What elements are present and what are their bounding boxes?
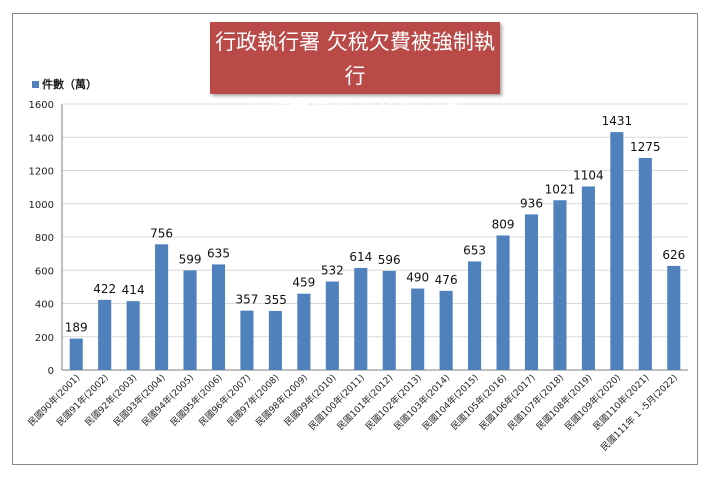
bar <box>126 301 140 370</box>
data-label: 357 <box>236 293 259 307</box>
y-tick-label: 1000 <box>29 200 54 211</box>
data-label: 1104 <box>573 168 604 182</box>
data-label: 1021 <box>545 182 576 196</box>
bar <box>411 288 425 370</box>
data-label: 1275 <box>630 140 661 154</box>
data-label: 414 <box>122 283 145 297</box>
x-tick-label: 民國91年(2002) <box>54 372 111 429</box>
data-label: 596 <box>378 253 401 267</box>
data-label: 635 <box>207 246 230 260</box>
y-tick-label: 0 <box>48 366 54 377</box>
x-tick-label: 民國95年(2006) <box>168 372 225 429</box>
data-label: 626 <box>662 248 685 262</box>
bar <box>155 244 169 370</box>
bar <box>638 158 652 370</box>
x-tick-label: 民國90年(2001) <box>26 372 83 429</box>
bar <box>581 186 595 370</box>
y-tick-label: 200 <box>35 333 54 344</box>
y-tick-label: 600 <box>35 266 54 277</box>
bar <box>496 235 510 370</box>
legend-label: 件數（萬） <box>42 78 97 91</box>
data-label: 189 <box>65 321 88 335</box>
bar <box>439 290 453 370</box>
bar <box>610 132 624 370</box>
y-tick-label: 1600 <box>29 100 54 111</box>
x-tick-label: 民國94年(2005) <box>139 372 196 429</box>
data-label: 459 <box>292 276 315 290</box>
y-tick-label: 800 <box>35 233 54 244</box>
data-label: 756 <box>150 226 173 240</box>
chart-title-line-2: 新收案件數 歷年統計圖 <box>246 97 464 121</box>
chart-title-line-1: 行政執行署 欠稅欠費被強制執行 <box>215 30 495 88</box>
data-label: 1431 <box>602 114 633 128</box>
data-label: 476 <box>435 273 458 287</box>
bar <box>297 293 311 370</box>
data-label: 532 <box>321 264 344 278</box>
data-label: 653 <box>463 243 486 257</box>
y-tick-label: 1400 <box>29 133 54 144</box>
y-tick-label: 1200 <box>29 167 54 178</box>
data-label: 490 <box>406 271 429 285</box>
data-label: 599 <box>179 252 202 266</box>
legend-swatch <box>32 80 39 88</box>
bar <box>354 267 368 370</box>
x-tick-label: 民國96年(2007) <box>196 372 253 429</box>
bar <box>553 200 567 370</box>
bar <box>468 261 482 370</box>
legend: 件數（萬） <box>32 76 97 92</box>
y-tick-label: 400 <box>35 300 54 311</box>
x-tick-label: 民國97年(2008) <box>225 372 282 429</box>
data-label: 809 <box>492 218 515 232</box>
x-tick-label: 民國93年(2004) <box>111 372 168 429</box>
bar <box>98 299 112 370</box>
data-label: 422 <box>93 282 116 296</box>
chart-title-box: 行政執行署 欠稅欠費被強制執行 新收案件數 歷年統計圖 <box>210 22 500 121</box>
bar <box>667 265 681 370</box>
x-tick-label: 民國92年(2003) <box>82 372 139 429</box>
bar <box>211 264 226 370</box>
x-tick-label: 民國99年(2010) <box>282 372 339 429</box>
x-tick-label: 民國98年(2009) <box>253 372 310 429</box>
bar <box>183 270 197 370</box>
bar <box>268 310 282 370</box>
data-label: 936 <box>520 196 543 210</box>
bar <box>69 338 83 370</box>
data-label: 355 <box>264 293 287 307</box>
bar <box>240 310 254 370</box>
data-label: 614 <box>349 250 372 264</box>
bar <box>325 281 339 370</box>
bar <box>524 214 539 370</box>
bar <box>382 270 396 370</box>
